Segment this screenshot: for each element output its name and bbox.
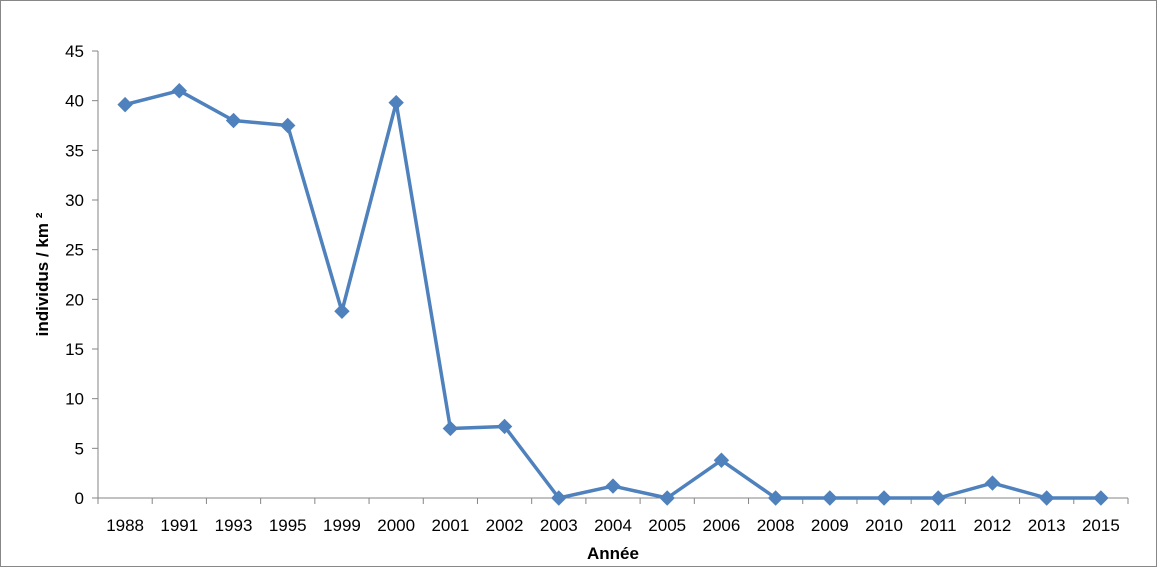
data-point — [984, 475, 1001, 491]
x-tick-label: 2015 — [1082, 516, 1120, 535]
x-tick-label: 1991 — [160, 516, 198, 535]
data-point — [334, 303, 350, 319]
data-point — [551, 490, 567, 506]
y-tick-label: 20 — [65, 290, 84, 309]
x-tick-label: 1999 — [323, 516, 361, 535]
series-layer — [117, 83, 1109, 506]
data-point — [1038, 490, 1055, 506]
y-tick-label: 10 — [65, 390, 84, 409]
x-tick-label: 2013 — [1028, 516, 1066, 535]
x-tick-label: 2005 — [648, 516, 686, 535]
data-point — [822, 490, 838, 506]
x-tick-label: 2008 — [757, 516, 795, 535]
y-tick-label: 5 — [75, 439, 84, 458]
series-line — [124, 88, 1101, 500]
x-tick-label: 2011 — [920, 516, 957, 535]
x-tick-label: 1988 — [106, 516, 144, 535]
y-axis-title: individus / km ² — [33, 212, 52, 336]
x-tick-label: 2001 — [431, 516, 469, 535]
y-tick-label: 30 — [65, 191, 84, 210]
x-tick-label: 2006 — [703, 516, 741, 535]
x-tick-label: 2010 — [865, 516, 903, 535]
y-tick-label: 45 — [65, 42, 84, 61]
x-tick-label: 1993 — [215, 516, 253, 535]
data-point — [280, 117, 296, 134]
data-point — [496, 418, 513, 435]
y-tick-label: 35 — [65, 141, 84, 160]
data-point — [605, 478, 621, 494]
data-point — [713, 452, 730, 468]
data-point — [930, 490, 946, 506]
x-tick-label: 2004 — [594, 516, 632, 535]
x-tick-label: 2000 — [377, 516, 415, 535]
data-point — [1093, 490, 1109, 506]
x-tick-label: 1995 — [269, 516, 307, 535]
y-tick-label: 0 — [75, 489, 84, 508]
x-tick-label: 2009 — [811, 516, 849, 535]
data-point — [767, 490, 784, 506]
data-point — [442, 420, 459, 437]
y-axis: 0 5 10 15 20 25 30 35 40 45 — [65, 42, 99, 508]
data-point — [659, 490, 675, 506]
y-tick-label: 25 — [65, 241, 84, 260]
x-tick-label: 2003 — [540, 516, 578, 535]
x-axis-title: Année — [587, 544, 639, 563]
data-point — [117, 96, 133, 113]
x-tick-label: 2012 — [974, 516, 1012, 535]
data-point — [876, 490, 892, 506]
y-tick-label: 15 — [65, 340, 84, 359]
data-point — [225, 112, 242, 129]
data-point — [388, 94, 404, 111]
data-point — [171, 83, 188, 99]
x-tick-label: 2002 — [486, 516, 524, 535]
x-axis: 1988 1991 1993 1995 1999 2000 2001 2002 2003 2004… — [97, 497, 1129, 535]
y-tick-label: 40 — [65, 92, 84, 111]
